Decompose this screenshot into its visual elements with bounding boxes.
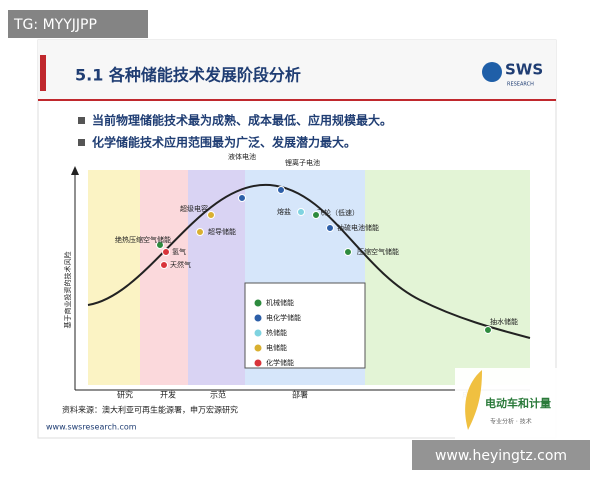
node-label: 绝热压缩空气储能 bbox=[115, 235, 171, 244]
legend-label: 化学储能 bbox=[266, 358, 294, 367]
node-dot bbox=[344, 248, 352, 256]
legend-label: 机械储能 bbox=[266, 298, 294, 307]
band bbox=[188, 170, 245, 385]
stage-label: 研究 bbox=[117, 390, 133, 400]
node-dot bbox=[297, 208, 305, 216]
source: 资料来源：澳大利亚可再生能源署，申万宏源研究 bbox=[62, 405, 238, 415]
logo-sub: RESEARCH bbox=[507, 82, 534, 88]
node-dot bbox=[160, 261, 168, 269]
header-accent bbox=[40, 55, 46, 91]
footer: www.swsresearch.com bbox=[46, 423, 137, 432]
bullet: 化学储能技术应用范围最为广泛、发展潜力最大。 bbox=[92, 135, 356, 150]
logo: SWS bbox=[505, 61, 543, 79]
node-label: 飞轮（低速） bbox=[317, 208, 359, 217]
bullet: 当前物理储能技术最为成熟、成本最低、应用规模最大。 bbox=[92, 113, 392, 128]
bullet-icon bbox=[78, 139, 85, 146]
bullet-icon bbox=[78, 117, 85, 124]
legend-box bbox=[244, 282, 366, 369]
legend-dot bbox=[254, 314, 262, 322]
legend-label: 电化学储能 bbox=[266, 313, 301, 322]
node-dot bbox=[326, 224, 334, 232]
y-arrow bbox=[71, 166, 79, 175]
legend-dot bbox=[254, 344, 262, 352]
legend-label: 电储能 bbox=[266, 343, 287, 352]
band bbox=[140, 170, 188, 385]
node-label: 天然气 bbox=[170, 260, 191, 269]
node-label: 氢气 bbox=[172, 247, 186, 256]
legend-dot bbox=[254, 359, 262, 367]
legend-label: 热储能 bbox=[266, 328, 287, 337]
stage-label: 开发 bbox=[160, 390, 176, 400]
stage-label: 示范 bbox=[210, 390, 226, 400]
badge-sub: 专业分析 · 技术 bbox=[490, 418, 532, 426]
node-label: 抽水储能 bbox=[490, 317, 518, 326]
badge-title: 电动车和计量 bbox=[485, 396, 551, 410]
node-dot bbox=[156, 241, 164, 249]
node-dot bbox=[484, 326, 492, 334]
badge-feather bbox=[465, 370, 482, 430]
node-dot bbox=[238, 194, 246, 202]
band bbox=[88, 170, 140, 385]
watermark-bg bbox=[8, 10, 148, 38]
legend-dot bbox=[254, 299, 262, 307]
node-dot bbox=[162, 248, 170, 256]
node-label: 超级电容 bbox=[180, 204, 208, 213]
watermark-bg bbox=[412, 440, 590, 470]
node-dot bbox=[277, 186, 285, 194]
node-dot bbox=[312, 211, 320, 219]
stage-bands bbox=[88, 170, 530, 385]
header-bg bbox=[38, 40, 556, 100]
node-label: 锂离子电池 bbox=[285, 158, 320, 167]
node-label: 液体电池 bbox=[228, 152, 256, 161]
node-dot bbox=[196, 228, 204, 236]
watermark: www.heyingtz.com bbox=[435, 448, 567, 464]
node-dot bbox=[207, 211, 215, 219]
legend-dot bbox=[254, 329, 262, 337]
node-label: 钠硫电池储能 bbox=[337, 223, 379, 232]
node-label: 超导储能 bbox=[208, 227, 236, 236]
node-label: 熔盐 bbox=[277, 207, 291, 216]
logo-icon bbox=[482, 62, 502, 82]
band bbox=[365, 170, 530, 385]
node-label: 压缩空气储能 bbox=[357, 247, 399, 256]
header-title: 5.1 各种储能技术发展阶段分析 bbox=[75, 66, 301, 85]
y-axis-label: 基于商业投资的技术风险 bbox=[63, 252, 72, 329]
watermark: TG: MYYJJPP bbox=[13, 17, 97, 33]
stage-label: 部署 bbox=[292, 390, 308, 400]
